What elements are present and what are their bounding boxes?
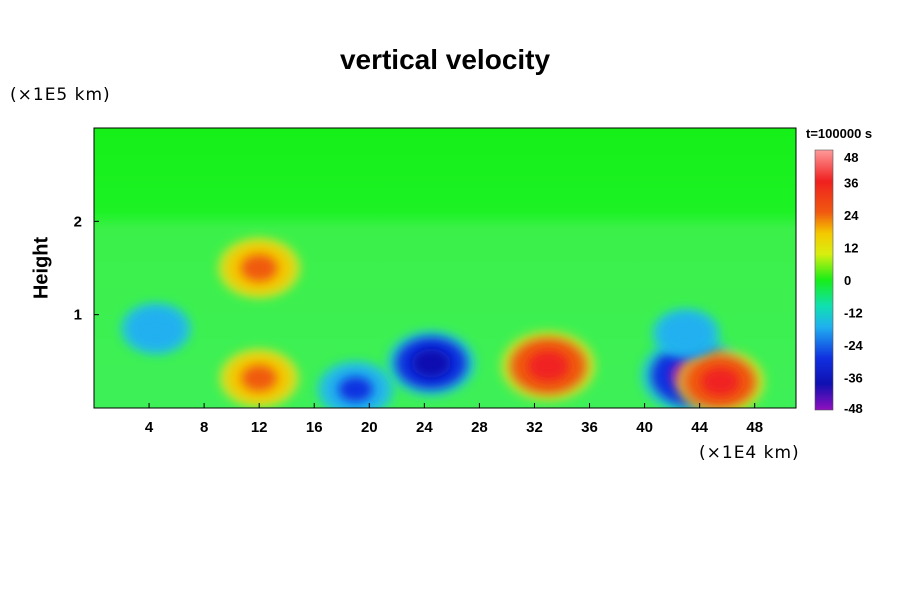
colorbar-tick-label: 48 <box>844 150 858 165</box>
heatmap-feature <box>317 361 395 408</box>
colorbar-tick-label: 24 <box>844 208 859 223</box>
colorbar-tick-label: 0 <box>844 273 851 288</box>
y-tick-label: 1 <box>74 307 82 324</box>
chart-title: vertical velocity <box>339 44 551 75</box>
colorbar-tick-label: 36 <box>844 176 858 191</box>
x-axis: 4 8 12 16 20 24 28 32 36 40 44 48 <box>145 403 763 436</box>
x-axis-unit: (×1E4 km) <box>699 443 800 463</box>
y-axis-unit: (×1E5 km) <box>10 85 111 105</box>
x-tick-label: 8 <box>200 419 208 436</box>
y-axis: 12 <box>74 213 99 324</box>
heatmap-feature <box>219 348 300 408</box>
plot-frame <box>93 127 797 409</box>
x-tick-label: 4 <box>145 419 154 436</box>
time-label: t=100000 s <box>806 126 873 141</box>
heatmap-feature <box>651 308 720 359</box>
x-tick-label: 44 <box>691 419 708 436</box>
x-tick-label: 36 <box>581 419 598 436</box>
heatmap-feature <box>120 302 192 355</box>
colorbar <box>814 149 834 411</box>
x-tick-label: 16 <box>306 419 323 436</box>
colorbar-tick-label: 12 <box>844 241 858 256</box>
colorbar-tick-label: -36 <box>844 371 863 386</box>
x-tick-label: 48 <box>746 419 763 436</box>
x-tick-label: 24 <box>416 419 433 436</box>
x-tick-label: 20 <box>361 419 378 436</box>
colorbar-ticks: 48 36 24 12 0 -12 -24 -36 -48 <box>844 150 864 416</box>
features-layer <box>120 237 765 408</box>
x-tick-label: 32 <box>526 419 543 436</box>
heatmap-feature <box>675 349 765 408</box>
y-tick-label: 2 <box>74 213 82 230</box>
heatmap-feature <box>500 331 596 401</box>
colorbar-tick-label: -48 <box>844 401 863 416</box>
x-tick-label: 12 <box>251 419 268 436</box>
x-tick-label: 40 <box>636 419 653 436</box>
colorbar-tick-label: -12 <box>844 306 863 321</box>
colorbar-tick-label: -24 <box>844 338 864 353</box>
x-tick-label: 28 <box>471 419 488 436</box>
heatmap-feature <box>217 237 301 299</box>
heatmap-feature <box>386 330 476 396</box>
